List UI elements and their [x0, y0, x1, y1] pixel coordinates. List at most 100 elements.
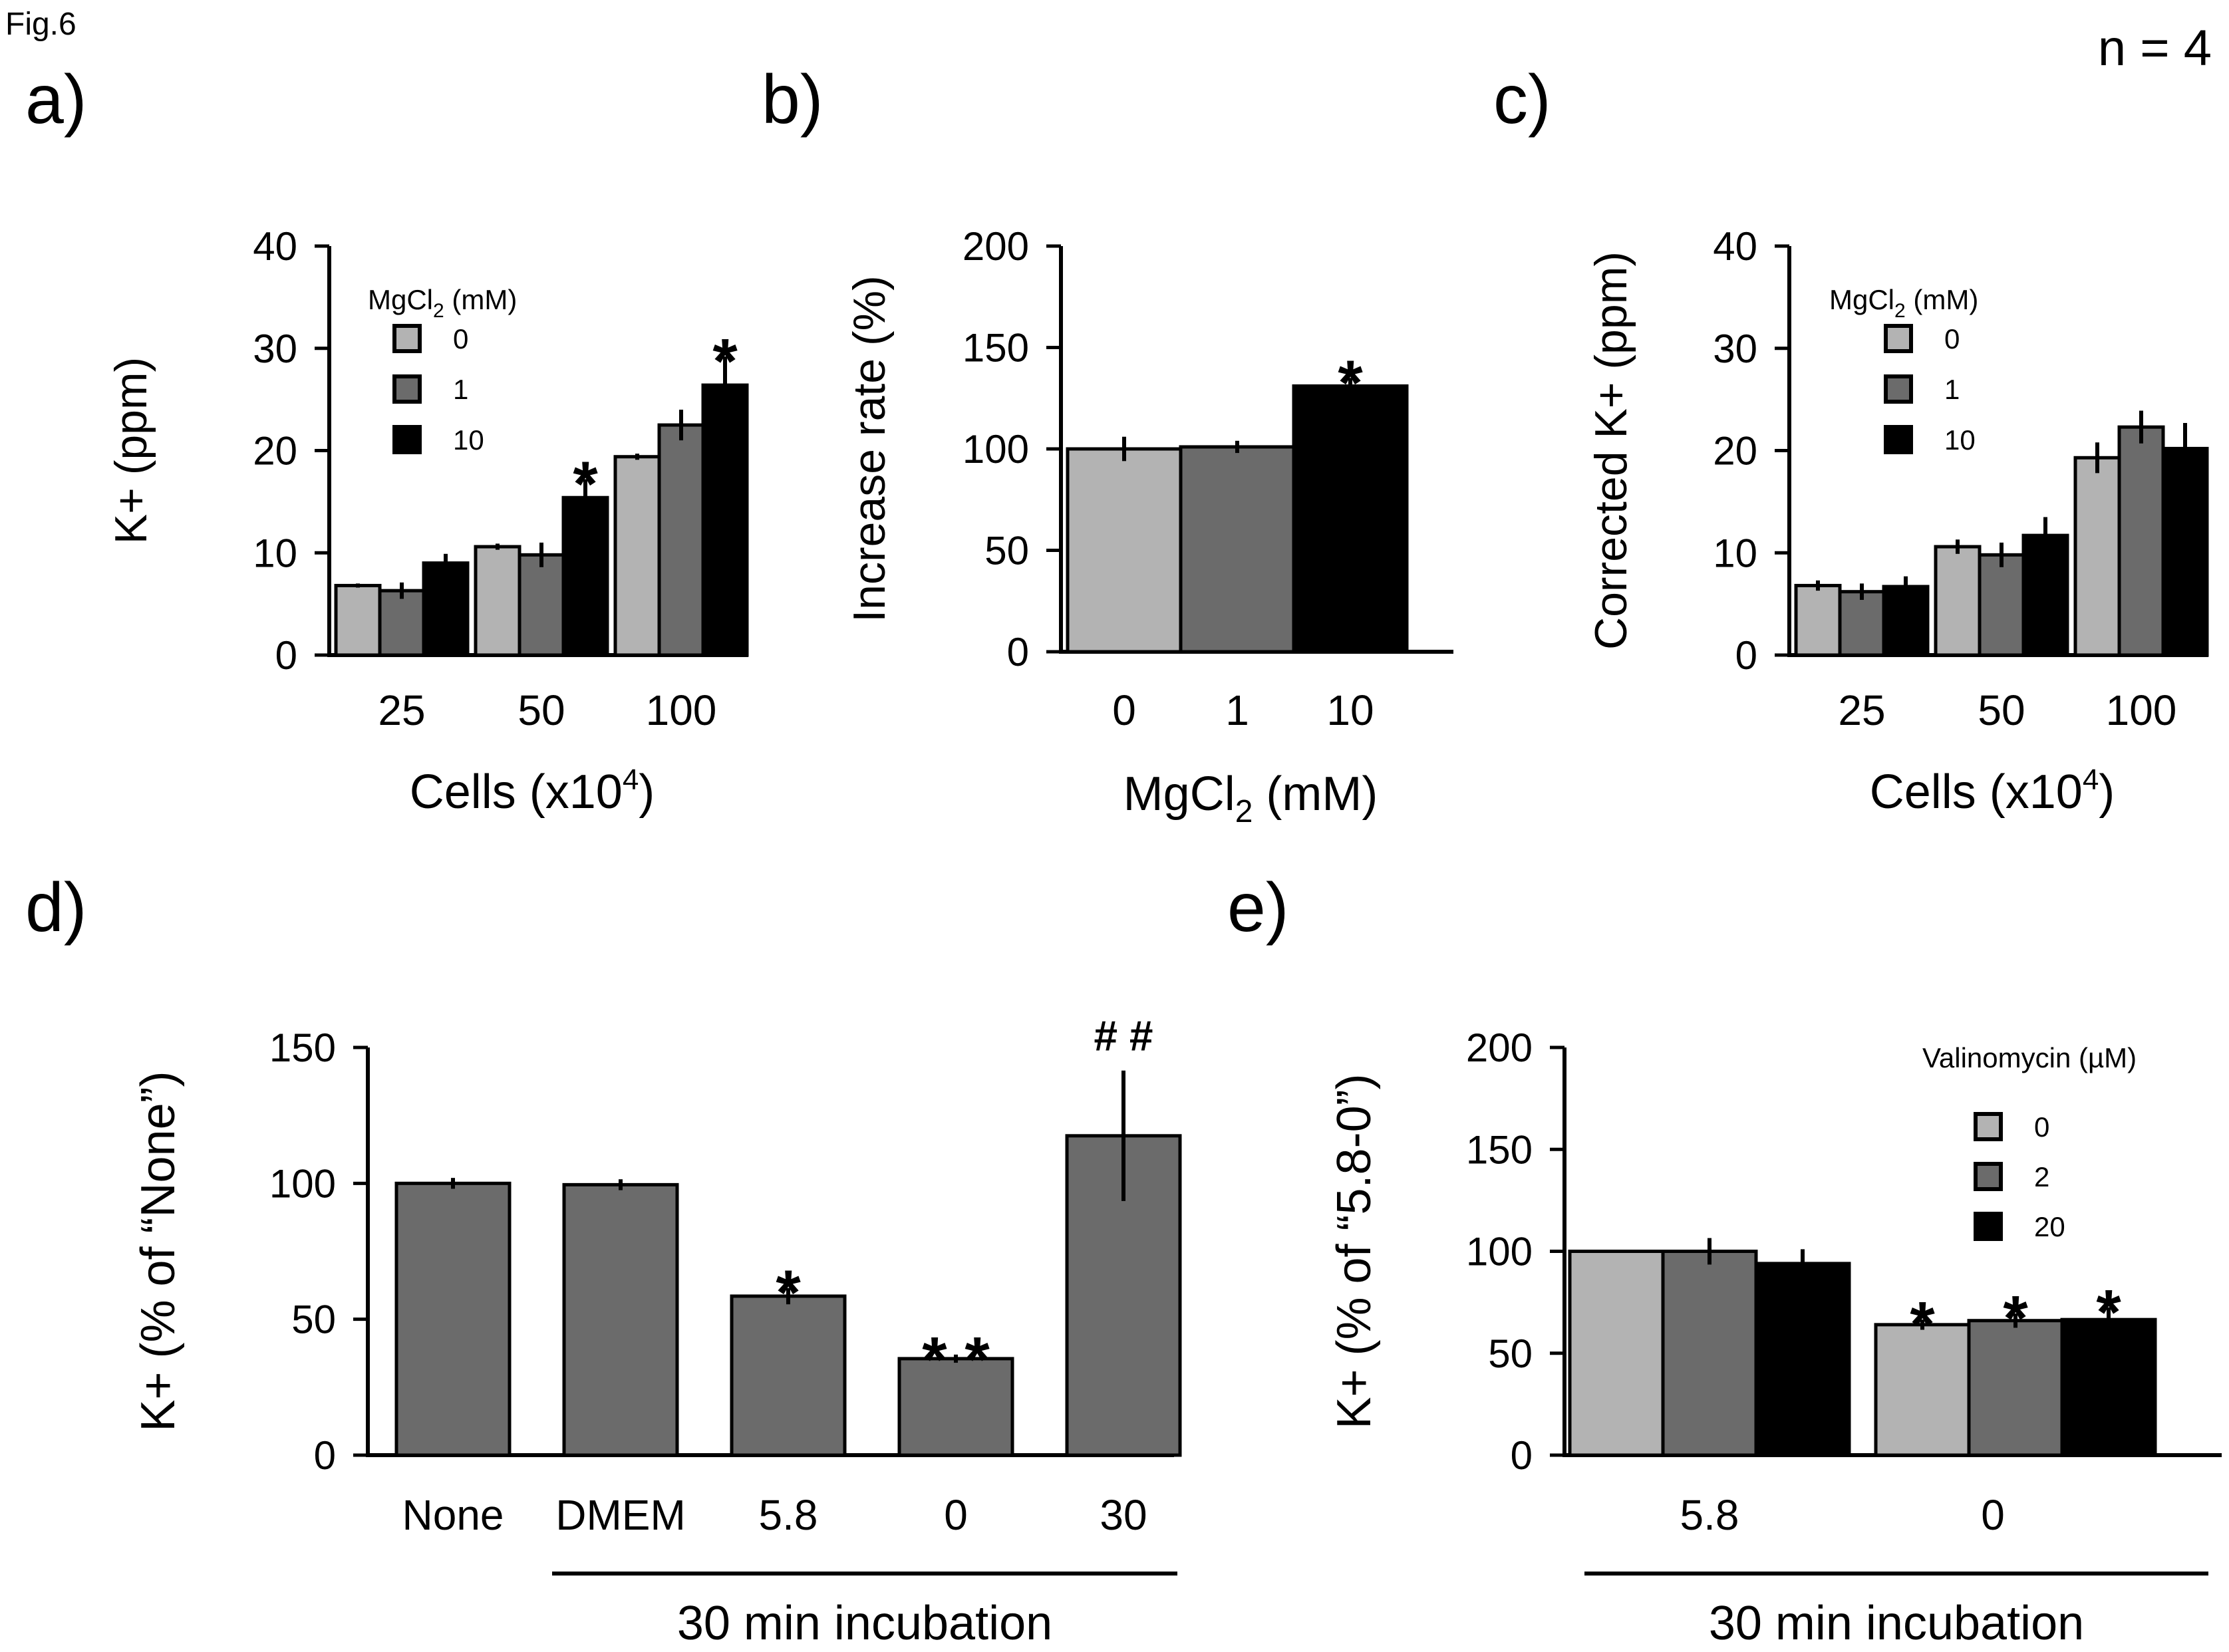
legend-swatch-0	[1884, 324, 1913, 353]
panel-label-d: d)	[25, 869, 86, 946]
bar-e-0-0	[1874, 1323, 1971, 1457]
bracket-label: 30 min incubation	[677, 1597, 1052, 1650]
x-axis-title-tail: )	[639, 765, 655, 819]
y-tick-label: 50	[1488, 1331, 1533, 1376]
legend-swatch-10	[1884, 425, 1913, 454]
legend-title-main: MgCl	[1829, 284, 1894, 315]
bar-e-20-5.8	[1754, 1262, 1851, 1457]
legend-title-sub: 2	[433, 300, 444, 322]
significance-mark: * *	[922, 1324, 990, 1395]
significance-mark: *	[776, 1258, 801, 1329]
legend-label-0: 0	[2034, 1111, 2049, 1143]
y-axis-title: Increase rate (%)	[844, 275, 895, 622]
bar-a-0-25	[334, 583, 382, 657]
legend-title-sub: 2	[1894, 300, 1906, 322]
significance-mark: # #	[1094, 1012, 1153, 1060]
bar-b-MgCl2-1	[1179, 445, 1296, 654]
y-tick-label: 30	[253, 327, 297, 371]
x-axis-title-sup: 4	[623, 763, 639, 796]
y-tick-label: 50	[291, 1298, 336, 1342]
figure-label: Fig.6	[5, 7, 76, 42]
y-tick-label: 10	[253, 531, 297, 575]
bar-a-1-50	[518, 553, 565, 657]
x-axis-title: Cells (x104)	[410, 763, 655, 819]
y-tick-label: 0	[275, 633, 297, 678]
bracket-label: 30 min incubation	[1709, 1597, 2084, 1650]
x-tick-label: 10	[1326, 686, 1374, 734]
y-tick-label: 100	[1466, 1230, 1533, 1274]
y-tick-label: 10	[1713, 531, 1757, 575]
legend-title: MgCl2 (mM)	[368, 284, 517, 322]
x-tick-label: 0	[944, 1491, 968, 1539]
legend-swatch-1	[392, 374, 422, 404]
x-tick-label: 30	[1100, 1491, 1147, 1539]
bar-a-0-100	[613, 455, 661, 657]
legend-label-0: 0	[453, 323, 468, 354]
bar-e-2-0	[1967, 1319, 2064, 1457]
bar-a-10-25	[422, 561, 470, 657]
x-axis-title-sub: 2	[1235, 794, 1253, 829]
bar-c-1-25	[1838, 590, 1886, 657]
y-tick-label: 20	[253, 429, 297, 474]
bar-c-0-50	[1934, 545, 1982, 657]
significance-mark: *	[573, 449, 598, 520]
legend-title-main: Valinomycin (µM)	[1922, 1042, 2137, 1073]
y-tick-label: 150	[963, 326, 1029, 370]
bar-e-0-5.8	[1568, 1250, 1665, 1457]
legend-swatch-1	[1884, 374, 1913, 404]
x-axis-title-sup: 4	[2083, 763, 2099, 796]
x-tick-label: 100	[646, 686, 717, 734]
bar-a-1-25	[378, 589, 426, 657]
bar-a-10-50	[561, 495, 609, 657]
x-axis-title-main: Cells (x10	[1870, 765, 2083, 819]
y-tick-label: 0	[314, 1433, 336, 1478]
legend-label-20: 20	[2034, 1211, 2065, 1242]
significance-mark: *	[712, 326, 738, 397]
bar-a-10-100	[701, 383, 749, 657]
y-tick-label: 200	[963, 224, 1029, 269]
panel-label-e: e)	[1227, 869, 1288, 946]
bar-c-1-100	[2117, 425, 2165, 657]
y-tick-label: 200	[1466, 1026, 1533, 1070]
y-tick-label: 30	[1713, 327, 1757, 371]
y-axis-title: K+ (ppm)	[106, 357, 156, 545]
x-axis-title-main: Cells (x10	[410, 765, 623, 819]
legend-swatch-2	[1974, 1162, 2003, 1191]
x-axis-title: Cells (x104)	[1870, 763, 2115, 819]
bar-a-1-100	[657, 423, 705, 657]
sample-size-label: n = 4	[2098, 20, 2212, 76]
x-tick-label: 5.8	[759, 1491, 818, 1539]
chart-panel-d: d) 0 50 100 150 K+ (% of “None”) * * * # # None DM…	[25, 869, 1182, 1650]
y-axis-title: K+ (% of “5.8-0”)	[1328, 1073, 1381, 1429]
legend-label-0: 0	[1944, 323, 1960, 354]
legend-title-main: MgCl	[368, 284, 433, 315]
legend-swatch-20	[1974, 1212, 2003, 1241]
x-tick-label: None	[402, 1491, 504, 1539]
panel-label-a: a)	[25, 61, 86, 138]
bar-d-K+-None	[394, 1181, 512, 1457]
bar-c-1-50	[1978, 553, 2025, 657]
y-tick-label: 0	[1511, 1433, 1533, 1478]
y-tick-label: 40	[1713, 224, 1757, 269]
y-tick-label: 100	[269, 1161, 336, 1206]
bar-d-K+-DMEM	[562, 1182, 679, 1457]
y-tick-label: 0	[1007, 630, 1029, 674]
bar-c-0-100	[2073, 456, 2121, 657]
x-tick-label: 5.8	[1680, 1491, 1739, 1539]
x-tick-label: DMEM	[555, 1491, 686, 1539]
legend-title: Valinomycin (µM)	[1922, 1042, 2137, 1073]
legend-label-1: 1	[1944, 374, 1960, 405]
y-tick-label: 150	[269, 1026, 336, 1070]
significance-mark: *	[1910, 1289, 1935, 1360]
bar-c-10-50	[2021, 533, 2069, 657]
bar-b-MgCl2-0	[1066, 447, 1183, 654]
bar-a-0-50	[474, 545, 521, 657]
bar-c-10-100	[2161, 446, 2209, 657]
significance-mark: *	[2096, 1277, 2121, 1348]
x-tick-label: 50	[518, 686, 565, 734]
x-tick-label: 0	[1112, 686, 1136, 734]
panel-label-b: b)	[762, 61, 823, 138]
